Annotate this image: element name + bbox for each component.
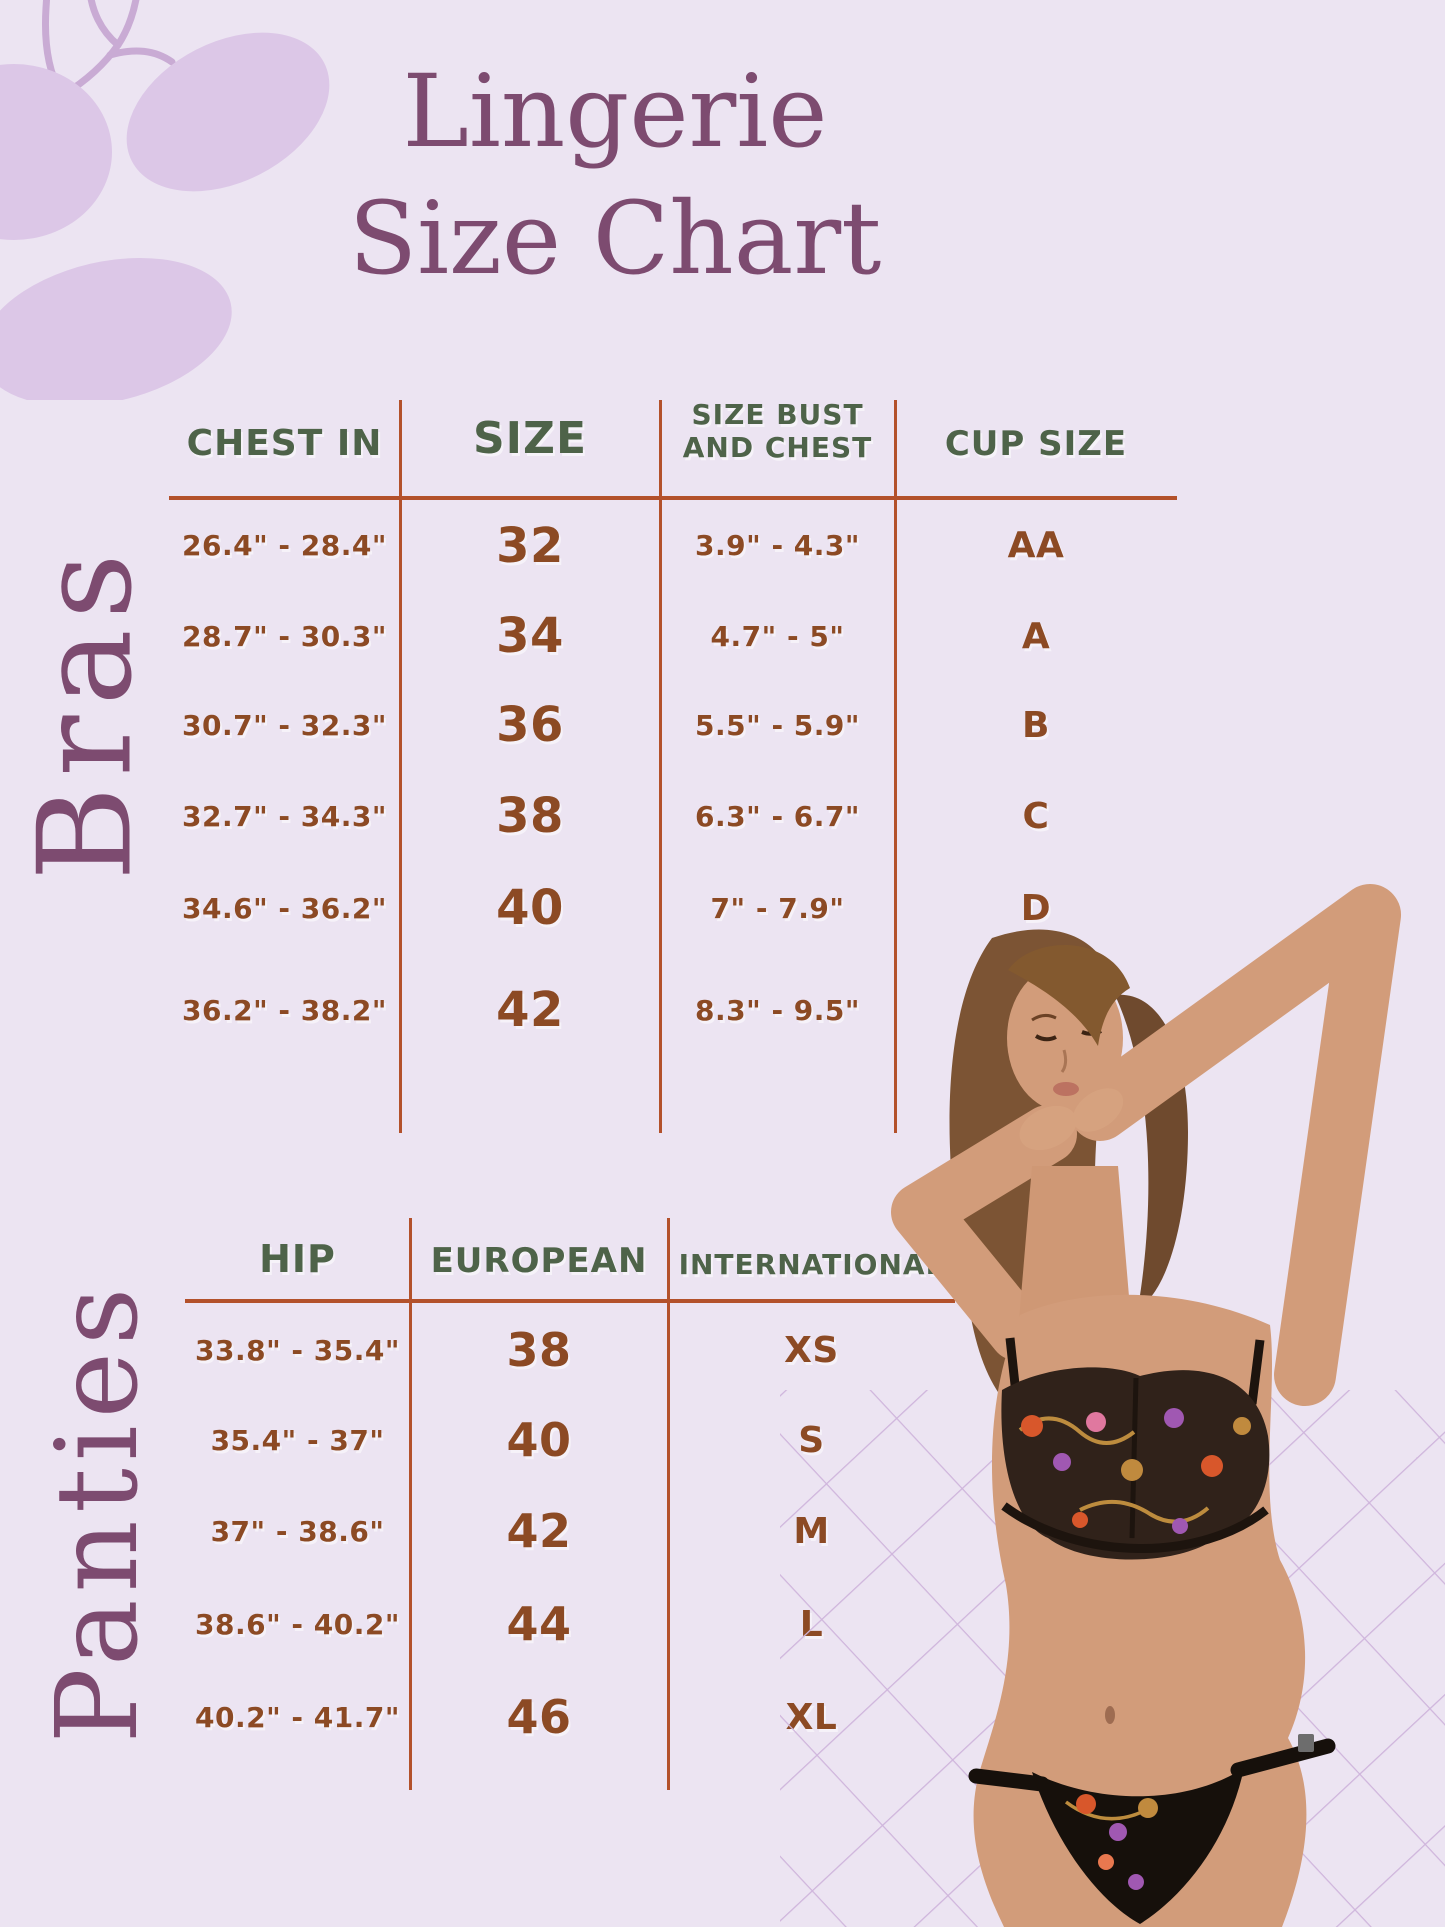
bras-bust-range: 4.7" - 5" [710, 619, 845, 653]
panties-european-value: 40 [506, 1413, 572, 1467]
panties-divider-1 [409, 1218, 412, 1790]
bras-header-chest: CHEST IN [186, 423, 383, 464]
bras-cup-value: A [1021, 615, 1051, 657]
bras-bust-range: 3.9" - 4.3" [695, 529, 860, 562]
panties-european-value: 46 [506, 1690, 572, 1744]
table-cell: C [895, 771, 1177, 861]
table-cell: 28.7" - 30.3" [169, 593, 400, 679]
table-cell: 38.6" - 40.2" [185, 1579, 410, 1669]
table-cell: A [895, 593, 1177, 679]
bras-cup-value: D [1020, 887, 1052, 929]
bras-table: CHEST IN SIZE SIZE BUST AND CHEST CUP SI… [169, 330, 1177, 1065]
bras-chest-range: 26.4" - 28.4" [182, 529, 387, 562]
bras-chest-range: 30.7" - 32.3" [182, 708, 387, 742]
page-title-line2: Size Chart [348, 180, 882, 297]
table-cell: 35.4" - 37" [185, 1397, 410, 1483]
bras-header-bust: SIZE BUST AND CHEST [660, 330, 895, 498]
table-cell: 6.3" - 6.7" [660, 771, 895, 861]
table-cell: 42 [410, 1483, 668, 1579]
table-cell: 5.5" - 5.9" [660, 679, 895, 771]
panties-hip-range: 38.6" - 40.2" [195, 1607, 400, 1641]
panties-hip-range: 35.4" - 37" [210, 1423, 385, 1457]
panties-european-value: 42 [506, 1504, 572, 1558]
panties-hip-range: 37" - 38.6" [210, 1514, 385, 1548]
table-cell: 36 [400, 679, 660, 771]
decorative-blobs [0, 0, 330, 400]
panties-hip-range: 40.2" - 41.7" [195, 1700, 400, 1734]
panties-header-hip: HIP [259, 1237, 336, 1281]
bras-size-value: 42 [496, 982, 564, 1038]
bras-chest-range: 32.7" - 34.3" [182, 799, 387, 833]
panties-international-value: XS [784, 1329, 839, 1371]
bras-bust-range: 7" - 7.9" [710, 891, 845, 925]
panties-header-european: EUROPEAN [430, 1241, 648, 1281]
table-cell: 32.7" - 34.3" [169, 771, 400, 861]
table-cell: B [895, 679, 1177, 771]
panties-header-international: INTERNATIONAL [678, 1248, 945, 1281]
bras-size-value: 32 [496, 517, 564, 574]
bras-cup-value: AA [1007, 525, 1065, 566]
table-cell: 8.3" - 9.5" [660, 955, 895, 1065]
table-cell: 46 [410, 1669, 668, 1765]
panties-header-rule [185, 1299, 955, 1303]
bras-bust-range: 6.3" - 6.7" [695, 799, 860, 833]
table-cell: 4.7" - 5" [660, 593, 895, 679]
bras-divider-3 [894, 400, 897, 1133]
panties-european-value: 38 [506, 1323, 572, 1377]
bras-divider-1 [399, 400, 402, 1133]
bras-size-value: 34 [496, 608, 564, 664]
bras-cup-value: B [1022, 704, 1050, 746]
table-cell: XS [668, 1303, 955, 1397]
bras-size-value: 40 [496, 880, 564, 936]
bras-cup-value: C [1022, 795, 1050, 837]
table-cell: 33.8" - 35.4" [185, 1303, 410, 1397]
bras-header-size: SIZE [472, 413, 588, 464]
panties-european-value: 44 [506, 1597, 572, 1651]
page-title-line1: Lingerie [402, 53, 828, 170]
table-cell: 38 [410, 1303, 668, 1397]
bras-chest-range: 34.6" - 36.2" [182, 891, 387, 925]
bras-header-bust-line2: AND CHEST [682, 430, 873, 464]
table-cell: 38 [400, 771, 660, 861]
bras-bust-range: 8.3" - 9.5" [695, 993, 860, 1027]
table-cell: 44 [410, 1579, 668, 1669]
table-cell: 34.6" - 36.2" [169, 861, 400, 955]
table-cell: 3.9" - 4.3" [660, 498, 895, 593]
table-cell: 32 [400, 498, 660, 593]
table-cell: AA [895, 498, 1177, 593]
table-cell: 40 [400, 861, 660, 955]
table-cell: 30.7" - 32.3" [169, 679, 400, 771]
table-cell: 40 [410, 1397, 668, 1483]
table-cell: D [895, 861, 1177, 955]
bras-divider-2 [659, 400, 662, 1133]
bras-header-rule [169, 496, 1177, 500]
bras-size-value: 38 [496, 788, 564, 844]
panties-hip-range: 33.8" - 35.4" [195, 1333, 400, 1367]
bras-header-bust-line1: SIZE BUST [691, 397, 864, 431]
bras-header-cup: CUP SIZE [944, 424, 1128, 464]
table-cell: 26.4" - 28.4" [169, 498, 400, 593]
table-cell: 37" - 38.6" [185, 1483, 410, 1579]
bras-chest-range: 28.7" - 30.3" [182, 619, 387, 653]
table-cell: 7" - 7.9" [660, 861, 895, 955]
panties-divider-2 [667, 1218, 670, 1790]
page-title: Lingerie Size Chart [0, 48, 1230, 302]
table-cell: 34 [400, 593, 660, 679]
model-photo [780, 884, 1445, 1927]
panties-section-label: Panties [33, 1280, 163, 1744]
bras-section-label: Bras [11, 543, 161, 881]
table-cell: 42 [400, 955, 660, 1065]
bras-bust-range: 5.5" - 5.9" [695, 708, 860, 742]
bras-chest-range: 36.2" - 38.2" [182, 993, 387, 1027]
table-cell: 40.2" - 41.7" [185, 1669, 410, 1765]
table-cell: 36.2" - 38.2" [169, 955, 400, 1065]
bras-size-value: 36 [496, 697, 564, 753]
